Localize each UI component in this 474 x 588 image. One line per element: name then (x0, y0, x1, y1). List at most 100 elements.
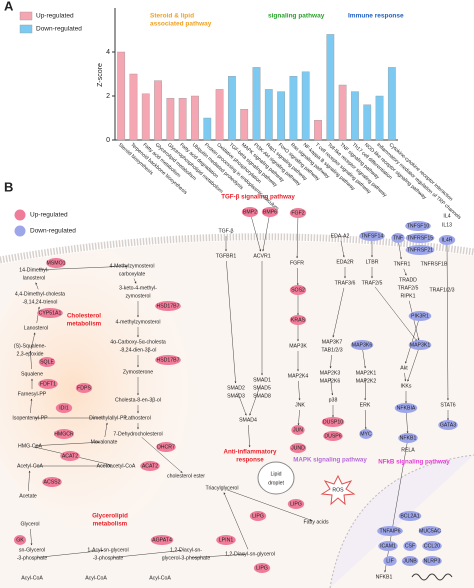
node-label: Acyl-CoA (21, 575, 43, 581)
node-label: MAP2K6 (320, 378, 341, 384)
pathway-title: Anti-inflammatory (224, 449, 278, 456)
arrow (332, 287, 345, 338)
gene-label: TNFRSF15 (407, 235, 433, 241)
legend-label: Down-regulated (36, 26, 82, 33)
gene-label: TNFSF10 (407, 223, 430, 229)
bar (154, 80, 162, 141)
gene-marker (14, 535, 26, 545)
diagram-background (0, 233, 474, 588)
arrow (36, 306, 40, 324)
gene-marker (155, 355, 181, 365)
gene-label: CSF (405, 543, 415, 549)
gene-marker (42, 477, 62, 487)
gene-marker (150, 535, 174, 545)
node-label: TNFRSF1B (421, 261, 448, 267)
arrow (35, 282, 39, 290)
group-annotation: signaling pathway (268, 13, 325, 20)
arrow (262, 216, 270, 252)
arrow (226, 489, 312, 521)
node-label: Acetyl-CoA (17, 463, 43, 469)
node-label: 7-Dehydrocholesterol (113, 431, 162, 437)
node-label: SMAD3 (227, 393, 245, 399)
gene-marker (403, 541, 417, 551)
node-label: SMAD5 (253, 385, 271, 391)
bar (363, 104, 372, 141)
y-tick-label: 4 (106, 49, 110, 56)
node-label: 1,2-Diacyl-sn- (170, 547, 202, 553)
legend-label: Up-regulated (30, 212, 68, 219)
arrow (36, 549, 104, 558)
gene-label: NFKB1 (400, 435, 417, 441)
gene-label: LIF (386, 558, 394, 564)
node-label: Fatty acids (303, 519, 328, 525)
gene-label: DUSP10 (323, 419, 343, 425)
gene-label: HSD17B7 (156, 357, 179, 363)
pathway-title: Glycerolipid (92, 513, 128, 520)
bar (141, 93, 150, 141)
legend-marker (14, 209, 26, 221)
node-label: Dimethylallyl-PP (89, 415, 127, 421)
arrow (298, 380, 301, 401)
legend-marker (14, 225, 26, 237)
node-label: 4α-Carboxy-5α-cholesta (110, 339, 166, 345)
node-label: Squalene (21, 371, 43, 377)
bar (240, 108, 249, 141)
arrow (330, 377, 334, 396)
gene-label: ACAT2 (142, 463, 158, 469)
node-label: 14-Dimethyl- (19, 267, 49, 273)
bar (215, 89, 224, 141)
pathway-title: TGF-β signaling pathway (221, 194, 295, 201)
gene-marker (321, 417, 345, 427)
lipid-droplet (257, 461, 295, 495)
bar (314, 119, 322, 141)
node-label: Lathosterol (125, 415, 151, 421)
arrow (407, 349, 419, 382)
arrow (30, 332, 36, 350)
node-label: 4-methylzymosterol (116, 319, 161, 325)
gene-label: BMP6 (263, 209, 277, 215)
arrow (29, 350, 32, 370)
node-label: 3-keto-4-methyl- (119, 285, 157, 291)
gene-label: MUC5AC (419, 528, 441, 534)
arrow (104, 422, 108, 438)
node-label: Akt (400, 365, 408, 371)
gene-marker (408, 311, 432, 321)
group-annotation: Steroid & lipid (150, 13, 194, 20)
node-label: Acyl-CoA (85, 575, 107, 581)
bar (227, 75, 236, 141)
gene-label: LIPG (252, 513, 264, 519)
bar (351, 91, 359, 141)
node-label: JNK (295, 402, 305, 408)
node-label: Glycerol (20, 521, 39, 527)
node-label: Acyl-CoA (149, 575, 171, 581)
gene-marker (405, 245, 435, 255)
y-tick-label: 0 (106, 137, 110, 144)
gene-label: DHCR7 (157, 444, 175, 450)
bar (387, 67, 396, 141)
gene-label: GATA3 (440, 422, 456, 428)
node-label: IKKs (401, 383, 412, 389)
gene-marker (401, 556, 419, 566)
gene-marker (438, 420, 458, 430)
gene-label: JUND (291, 445, 305, 451)
legend-swatch (19, 24, 33, 34)
gene-label: GK (16, 537, 24, 543)
node-label: Acetoacetyl-CoA (97, 463, 136, 469)
arrow (403, 268, 407, 276)
arrow (408, 300, 420, 341)
gene-label: SQLE (40, 359, 54, 365)
gene-label: NLRP3 (424, 558, 441, 564)
arrow (34, 441, 100, 446)
pathway-title: metabolism (93, 521, 128, 528)
node-label: IL4 (443, 213, 450, 219)
gene-label: AGPAT4 (152, 537, 172, 543)
gene-label: FDFT1 (40, 381, 56, 387)
panel-label: A (4, 0, 14, 13)
arrow (329, 354, 332, 369)
node-label: -3-phosphate (93, 555, 124, 561)
node-label: Mevalonate (91, 439, 118, 445)
arrow (141, 437, 183, 473)
gene-label: KRAS (291, 317, 306, 323)
node-label: SMAD2 (227, 385, 245, 391)
